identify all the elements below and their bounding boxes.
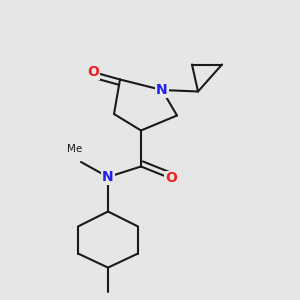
Text: O: O — [87, 65, 99, 79]
Text: N: N — [156, 83, 168, 97]
Text: N: N — [102, 170, 114, 184]
Text: Me: Me — [68, 145, 82, 154]
Text: O: O — [165, 172, 177, 185]
